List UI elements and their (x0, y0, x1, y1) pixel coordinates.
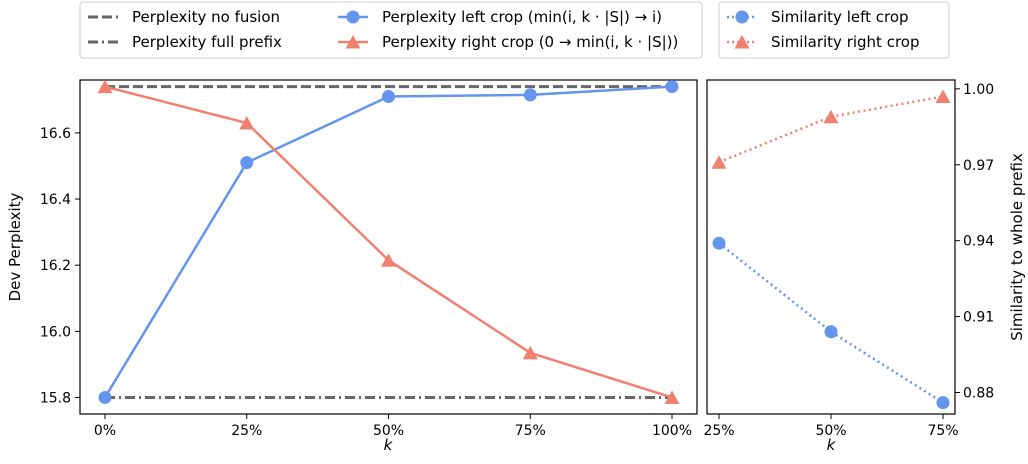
plot-frame-left (79, 79, 698, 415)
data-point-perplexity-right-crop-0-min-i-k-s (522, 345, 538, 360)
y-tick-label-right: 1.00 (963, 82, 994, 98)
data-point-similarity-left-crop (712, 236, 726, 250)
data-point-similarity-right-crop (823, 109, 839, 124)
y-axis-label-right: Similarity to whole prefix (1008, 153, 1026, 341)
y-tick-label-right: 0.94 (963, 234, 994, 250)
x-tick-label-right: 50% (815, 423, 846, 439)
series-right (711, 89, 951, 410)
panel-perplexity: 15.8 16.0 16.2 16.4 16.6 0% 25% 50% 75% 100% Dev… (6, 79, 698, 454)
y-tick-label-left: 15.8 (40, 390, 71, 406)
legend-marker-sim-left (735, 10, 749, 24)
legend-marker-left-crop (346, 10, 360, 24)
y-tick-label-right: 0.88 (963, 385, 994, 401)
data-point-perplexity-left-crop-min-i-k-s-i (98, 390, 112, 404)
series-left (97, 79, 680, 404)
data-point-perplexity-left-crop-min-i-k-s-i (240, 156, 254, 170)
x-axis-right: 25% 50% 75% (703, 414, 959, 439)
y-tick-label-right: 0.97 (963, 158, 994, 174)
y-tick-label-right: 0.91 (963, 310, 994, 326)
series-line-perplexity-left-crop-min-i-k-s-i (103, 85, 673, 399)
series-line-similarity-left-crop (718, 242, 944, 404)
data-point-perplexity-right-crop-0-min-i-k-s (381, 253, 396, 267)
series-line-similarity-right-crop (718, 95, 944, 164)
x-tick-label-left: 50% (373, 423, 404, 439)
x-tick-label-left: 100% (652, 423, 692, 439)
data-point-perplexity-left-crop-min-i-k-s-i (382, 90, 395, 104)
legend-label-full-prefix: Perplexity full prefix (132, 33, 282, 51)
y-tick-label-left: 16.0 (40, 324, 71, 340)
legend-label-sim-left: Similarity left crop (771, 8, 909, 26)
data-point-perplexity-right-crop-0-min-i-k-s (664, 390, 680, 404)
legend-label-no-fusion: Perplexity no fusion (132, 8, 280, 26)
data-point-perplexity-right-crop-0-min-i-k-s (239, 115, 255, 130)
x-tick-label-right: 25% (703, 423, 734, 439)
x-tick-label-left: 75% (515, 423, 546, 439)
data-point-perplexity-right-crop-0-min-i-k-s (97, 79, 113, 94)
legend-label-sim-right: Similarity right crop (771, 33, 919, 51)
x-axis-left: 0% 25% 50% 75% 100% (94, 414, 692, 439)
legend-label-right-crop: Perplexity right crop (0 → min(i, k · |S… (382, 33, 678, 51)
x-tick-label-left: 0% (94, 423, 116, 439)
data-point-perplexity-left-crop-min-i-k-s-i (523, 88, 537, 102)
y-tick-label-left: 16.2 (40, 258, 71, 274)
data-point-similarity-left-crop (936, 396, 950, 410)
x-tick-label-right: 75% (927, 423, 958, 439)
data-point-similarity-left-crop (824, 325, 838, 339)
x-axis-label-left: k (384, 436, 394, 454)
x-tick-label-left: 25% (231, 423, 262, 439)
data-point-perplexity-left-crop-min-i-k-s-i (665, 80, 679, 94)
legend-box-similarity: Similarity left crop Similarity right cr… (718, 1, 950, 59)
plot-frame-right (706, 79, 956, 415)
y-axis-left: 15.8 16.0 16.2 16.4 16.6 (40, 126, 80, 406)
data-point-similarity-right-crop (711, 155, 727, 169)
y-axis-label-left: Dev Perplexity (6, 192, 24, 301)
legend-label-left-crop: Perplexity left crop (min(i, k · |S|) → … (382, 8, 662, 26)
series-line-perplexity-right-crop-0-min-i-k-s (104, 85, 673, 399)
panel-similarity: 0.88 0.91 0.94 0.97 1.00 25% 50% 75% Similarit… (703, 79, 1026, 454)
y-tick-label-left: 16.4 (40, 192, 71, 208)
data-point-similarity-right-crop (935, 89, 951, 103)
y-axis-right: 0.88 0.91 0.94 0.97 1.00 (955, 82, 994, 401)
y-tick-label-left: 16.6 (40, 126, 71, 142)
legend-box-perplexity: Perplexity no fusion Perplexity full pre… (79, 1, 703, 59)
x-axis-label-right: k (827, 436, 837, 454)
